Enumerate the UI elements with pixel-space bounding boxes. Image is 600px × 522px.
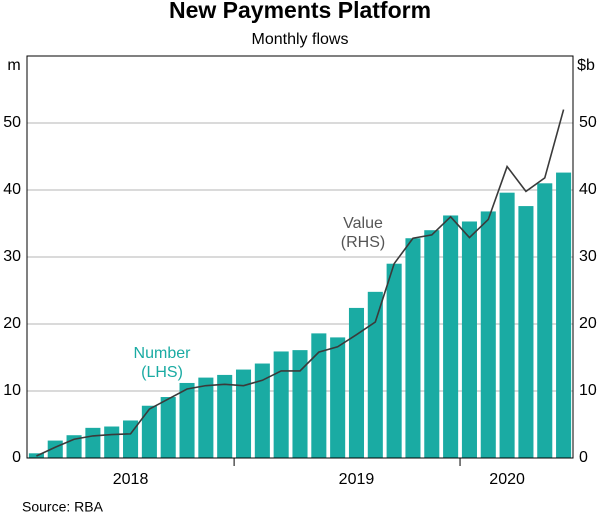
y-tick-label: 30 [3, 248, 21, 265]
bar [443, 215, 459, 458]
bar [254, 363, 270, 458]
plot-frame [26, 55, 574, 459]
x-tick-label: 2020 [489, 471, 525, 488]
chart-title: New Payments Platform [169, 0, 431, 23]
y2-tick-label: 10 [579, 382, 597, 399]
y2-unit: $b [577, 57, 595, 74]
bar [480, 211, 496, 458]
y2-tick-label: 50 [579, 114, 597, 131]
y2-tick-label: 40 [579, 181, 597, 198]
bar [292, 350, 308, 458]
y-tick-label: 0 [12, 449, 21, 466]
line [36, 109, 565, 457]
x-tick-label: 2019 [339, 471, 375, 488]
series-annotation: (RHS) [341, 234, 385, 251]
source: Source: RBA [22, 499, 104, 515]
bar [499, 192, 515, 458]
bar [405, 238, 421, 458]
y2-tick-label: 20 [579, 315, 597, 332]
bar [217, 374, 233, 458]
y-tick-label: 50 [3, 114, 21, 131]
series-annotation: (LHS) [141, 364, 183, 381]
bar [179, 382, 195, 458]
bar [424, 230, 440, 458]
x-tick-label: 2018 [113, 471, 149, 488]
bar [104, 426, 120, 458]
series-annotation: Number [134, 345, 192, 362]
bar [273, 351, 289, 458]
bar [311, 333, 327, 458]
y-tick-label: 20 [3, 315, 21, 332]
bar [518, 206, 534, 458]
bar [141, 405, 157, 458]
chart-subtitle: Monthly flows [252, 31, 349, 48]
y-tick-label: 40 [3, 181, 21, 198]
bar [556, 172, 572, 458]
bar [537, 183, 553, 459]
bar [367, 291, 383, 458]
bar [85, 427, 101, 458]
bar [461, 221, 477, 458]
y2-tick-label: 0 [579, 449, 588, 466]
series-annotation: Value [343, 215, 383, 232]
y-tick-label: 10 [3, 382, 21, 399]
bar [198, 377, 214, 458]
bar [235, 369, 252, 458]
y2-tick-label: 30 [579, 248, 597, 265]
y-unit: m [7, 57, 20, 74]
bar [160, 397, 176, 458]
bar [348, 307, 365, 458]
bar [386, 263, 402, 458]
bar [330, 337, 346, 458]
